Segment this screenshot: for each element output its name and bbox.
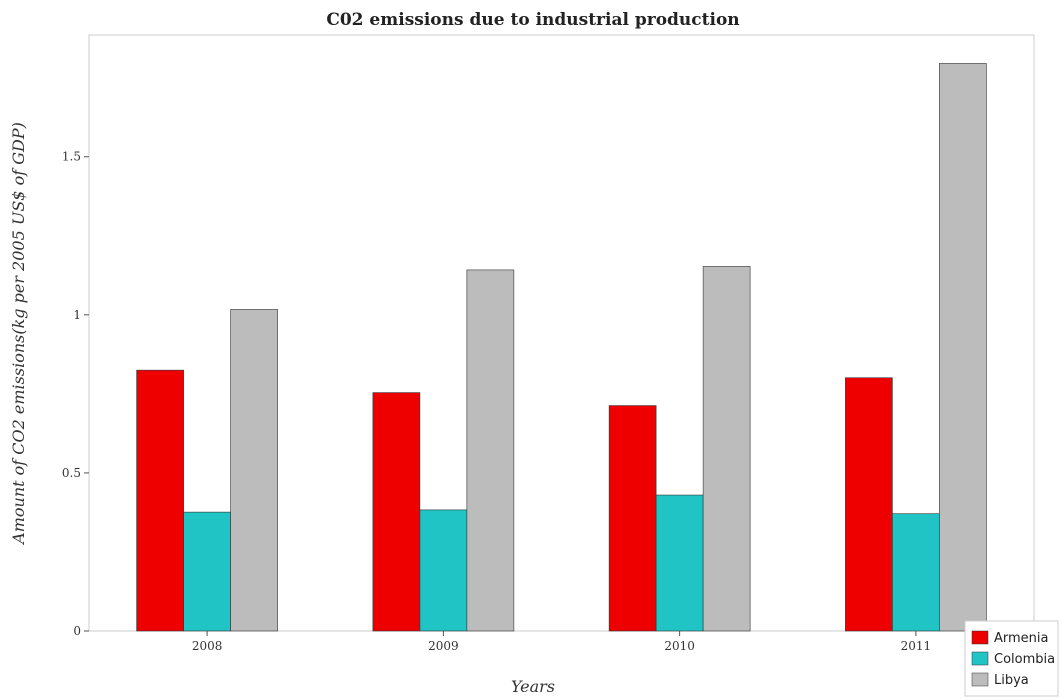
y-axis-label: Amount of CO2 emissions(kg per 2005 US$ … [9,122,28,546]
legend: Armenia Colombia Libya [964,620,1059,697]
x-tick-label: 2009 [428,639,459,653]
bar-colombia-2008 [183,511,231,632]
bar-colombia-2011 [892,513,940,632]
y-tick-label: 1 [73,308,81,322]
bar-colombia-2010 [655,494,704,632]
x-axis-label: Years [511,677,555,696]
legend-swatch-libya [971,672,989,687]
bars [136,63,987,632]
bar-armenia-2011 [845,377,893,632]
x-tick-label: 2010 [664,639,695,653]
legend-swatch-colombia [971,651,989,666]
bar-libya-2008 [230,309,278,632]
y-tick-label: 0.5 [62,466,81,480]
y-tick-label: 0 [73,624,81,638]
legend-label-libya: Libya [994,673,1029,688]
bar-armenia-2010 [608,405,657,632]
bar-colombia-2009 [419,509,468,632]
x-tick-label: 2011 [901,639,932,653]
legend-label-colombia: Colombia [994,652,1055,667]
bar-armenia-2008 [136,369,184,632]
legend-label-armenia: Armenia [994,631,1049,646]
y-tick-label: 1.5 [62,150,81,164]
chart-title: C02 emissions due to industrial producti… [326,10,739,30]
bar-libya-2009 [466,269,515,632]
bar-libya-2010 [702,266,751,632]
y-axis-ticks: 0 0.5 1 1.5 [62,150,89,638]
x-tick-label: 2008 [192,639,223,653]
bar-armenia-2009 [372,392,421,632]
x-axis-ticks: 2008 2009 2010 2011 [192,631,931,653]
bar-libya-2011 [939,63,987,632]
legend-swatch-armenia [971,630,989,645]
